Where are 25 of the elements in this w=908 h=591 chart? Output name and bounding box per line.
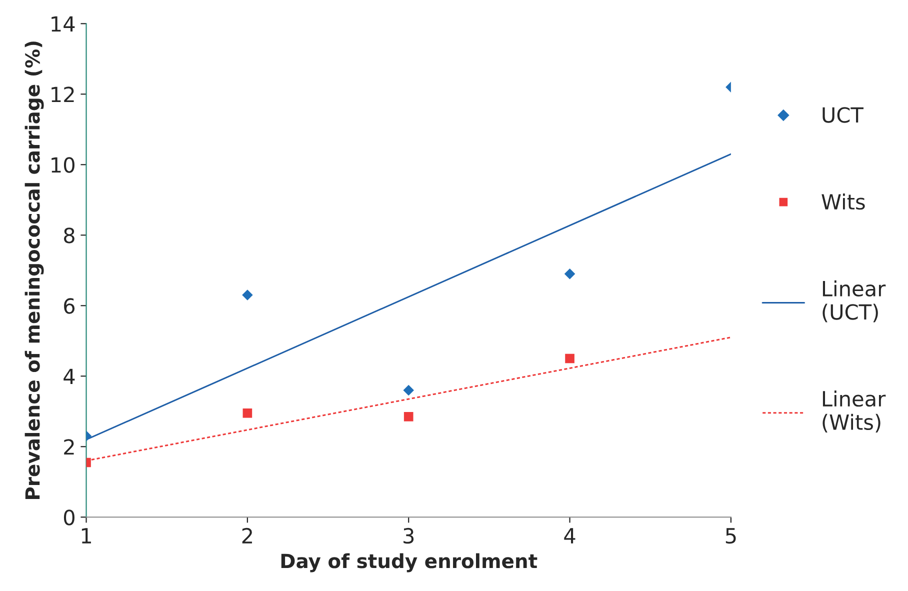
point	[565, 354, 574, 364]
point	[404, 412, 414, 422]
x-tick-label: 4	[564, 528, 576, 544]
y-tick-label: 8	[64, 228, 74, 244]
point	[242, 408, 252, 418]
legend-label: Linear (UCT)	[822, 280, 886, 322]
point	[403, 384, 414, 396]
x-tick-label: 2	[242, 528, 252, 544]
legend-label: Wits	[822, 194, 865, 210]
legend-label: Linear (Wits)	[822, 390, 886, 432]
y-tick-label: 2	[64, 439, 74, 455]
y-tick-label: 6	[64, 298, 75, 314]
y-tick-label: 4	[64, 368, 75, 384]
x-tick-label: 1	[82, 528, 91, 544]
y-axis-title: Prevalence of meningococcal carriage (%)	[24, 42, 44, 500]
y-tick-label: 0	[64, 510, 74, 526]
point	[242, 290, 253, 300]
legend-label: UCT	[822, 107, 864, 123]
x-axis-title: Day of study enrolment	[281, 553, 538, 572]
y-tick-label: 12	[52, 86, 74, 102]
x-tick-label: 5	[726, 528, 736, 544]
x-tick-label: 3	[404, 528, 414, 544]
y-tick-label: 10	[52, 157, 74, 173]
y-tick-label: 14	[52, 16, 75, 32]
point	[564, 268, 576, 280]
